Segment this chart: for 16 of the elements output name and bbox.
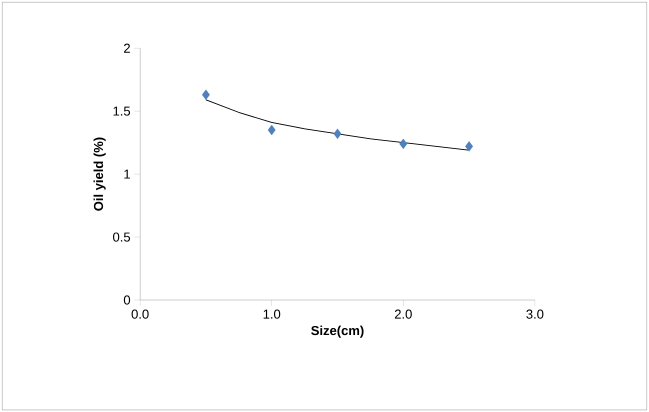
y-tick-label: 0: [124, 295, 130, 305]
y-tick-label: 0.5: [113, 232, 130, 242]
x-tick-label: 0.0: [132, 309, 149, 319]
y-tick-label: 2: [124, 44, 130, 53]
point: [202, 90, 210, 100]
point: [268, 124, 276, 136]
x-tick-label: 1.0: [264, 309, 280, 319]
x-tick-label: 3.0: [526, 309, 544, 319]
y-tick-label: 1.5: [114, 106, 130, 116]
point: [334, 128, 342, 139]
point: [465, 141, 474, 152]
y-axis-title: Oil yield (%): [94, 137, 106, 211]
x-axis-title: Size(cm): [311, 326, 364, 338]
x-tick-label: 2.0: [394, 309, 412, 319]
point: [399, 138, 408, 149]
y-tick-label: 1: [124, 170, 130, 178]
